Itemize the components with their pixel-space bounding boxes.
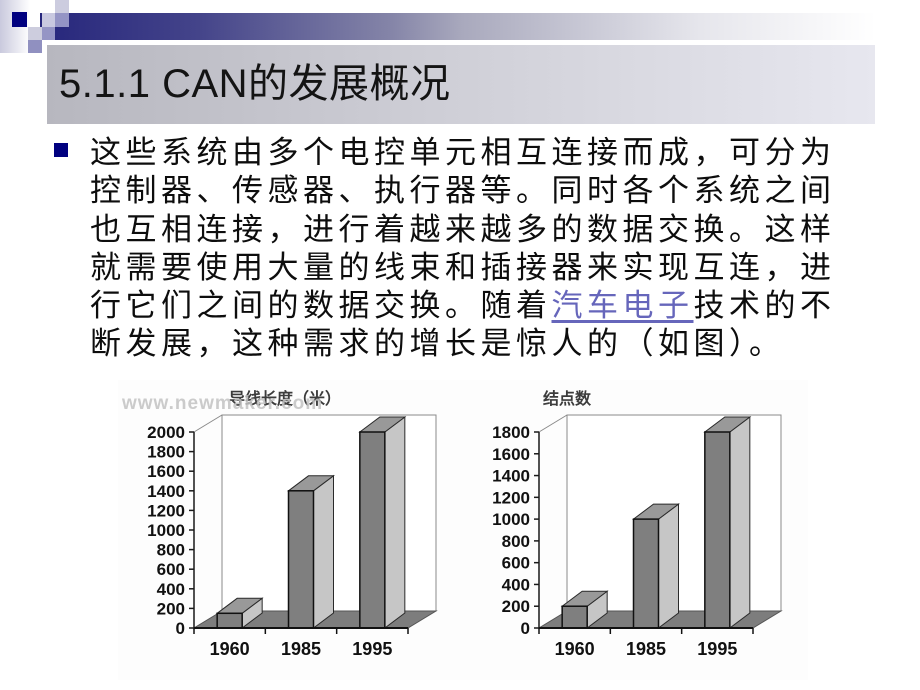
body-paragraph: 这些系统由多个电控单元相互连接而成，可分为 控制器、传感器、执行器等。同时各个系…: [90, 134, 890, 364]
svg-text:2000: 2000: [147, 423, 185, 442]
svg-text:0: 0: [521, 619, 530, 638]
decor-square-light: [28, 27, 42, 40]
body-line: 行它们之间的数据交换。随着汽车电子技术的不: [90, 287, 890, 325]
svg-text:1200: 1200: [492, 488, 530, 507]
svg-text:1200: 1200: [147, 501, 185, 520]
body-line: 控制器、传感器、执行器等。同时各个系统之间: [90, 173, 836, 210]
svg-text:1400: 1400: [492, 467, 530, 486]
square-bullet-icon: [54, 143, 68, 157]
svg-text:800: 800: [157, 541, 185, 560]
svg-text:800: 800: [502, 532, 530, 551]
decor-square-mid: [28, 40, 42, 53]
svg-text:导线长度（米）: 导线长度（米）: [229, 389, 341, 408]
svg-text:400: 400: [502, 575, 530, 594]
svg-text:结点数: 结点数: [542, 389, 592, 408]
title-box: 5.1.1 CAN的发展概况: [47, 45, 875, 124]
svg-text:1800: 1800: [147, 443, 185, 462]
decor-square-light: [42, 13, 55, 27]
svg-text:400: 400: [157, 580, 185, 599]
svg-text:1985: 1985: [281, 639, 321, 659]
body-text-segment: 行它们之间的数据交换。随着: [90, 288, 552, 325]
header-gradient-bar: [40, 13, 920, 40]
charts-figure: www.newmaker.com 导线长度（米） 0 200 400 600 800 100…: [118, 380, 808, 680]
decor-square-mid: [55, 13, 69, 27]
decor-square-mid: [42, 27, 55, 40]
svg-text:1995: 1995: [352, 639, 392, 659]
body-line: 也互相连接，进行着越来越多的数据交换。这样: [90, 211, 836, 248]
svg-text:1000: 1000: [492, 510, 530, 529]
auto-electronics-link[interactable]: 汽车电子: [551, 288, 694, 325]
svg-text:1600: 1600: [147, 462, 185, 481]
body-line: 就需要使用大量的线束和插接器来实现互连，进: [90, 249, 836, 286]
svg-text:1400: 1400: [147, 482, 185, 501]
svg-text:1960: 1960: [555, 639, 595, 659]
svg-text:1000: 1000: [147, 521, 185, 540]
svg-text:600: 600: [502, 554, 530, 573]
node-count-chart: 结点数 0 200 400 600 800 1000 1200 1400 1600 1800 1960…: [492, 389, 783, 659]
svg-text:200: 200: [502, 597, 530, 616]
wire-length-chart: 导线长度（米） 020040060080010001200140016001800…: [147, 389, 438, 659]
decor-square-navy: [12, 12, 27, 27]
svg-text:1800: 1800: [492, 423, 530, 442]
svg-text:1985: 1985: [626, 639, 666, 659]
body-text-segment: 技术的不: [693, 288, 836, 325]
body-line: 断发展，这种需求的增长是惊人的（如图）。: [90, 326, 785, 363]
svg-text:0: 0: [176, 619, 185, 638]
svg-text:200: 200: [157, 599, 185, 618]
svg-text:1600: 1600: [492, 445, 530, 464]
page-title: 5.1.1 CAN的发展概况: [59, 62, 451, 106]
body-line: 这些系统由多个电控单元相互连接而成，可分为: [90, 135, 836, 171]
decor-square-light: [55, 0, 69, 13]
watermark: www.newmaker.com: [122, 393, 324, 414]
svg-text:600: 600: [157, 560, 185, 579]
svg-text:1995: 1995: [697, 639, 737, 659]
svg-text:1960: 1960: [210, 639, 250, 659]
